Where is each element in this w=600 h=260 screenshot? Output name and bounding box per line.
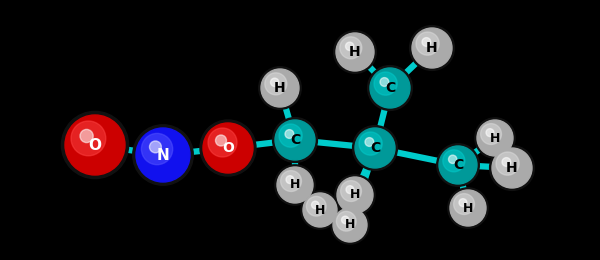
Circle shape [502, 158, 511, 166]
Circle shape [475, 118, 515, 158]
Circle shape [281, 171, 301, 191]
Circle shape [136, 128, 190, 182]
Text: H: H [274, 81, 286, 95]
Circle shape [307, 196, 326, 216]
Circle shape [336, 33, 374, 71]
Circle shape [272, 118, 317, 162]
Circle shape [337, 211, 356, 231]
Circle shape [368, 66, 412, 110]
Circle shape [370, 68, 410, 108]
Text: H: H [349, 45, 361, 59]
Circle shape [80, 129, 93, 142]
Circle shape [450, 190, 486, 226]
Circle shape [303, 193, 337, 227]
Circle shape [346, 42, 354, 50]
Circle shape [311, 201, 319, 209]
Circle shape [337, 177, 373, 213]
Circle shape [61, 111, 128, 179]
Circle shape [285, 129, 294, 138]
Circle shape [331, 206, 369, 244]
Text: O: O [89, 138, 101, 153]
Circle shape [341, 216, 349, 224]
Circle shape [265, 73, 287, 95]
Circle shape [208, 128, 237, 157]
Circle shape [279, 124, 302, 147]
Text: N: N [157, 147, 169, 162]
Circle shape [286, 176, 294, 184]
Circle shape [380, 77, 389, 86]
Text: C: C [453, 158, 463, 172]
Text: H: H [463, 202, 473, 214]
Circle shape [443, 150, 465, 172]
Text: H: H [345, 218, 355, 231]
Circle shape [490, 146, 535, 190]
Circle shape [416, 32, 439, 55]
Circle shape [142, 133, 173, 165]
Circle shape [340, 37, 362, 59]
Circle shape [422, 38, 431, 46]
Circle shape [261, 69, 299, 107]
Circle shape [481, 124, 502, 145]
Circle shape [333, 208, 367, 242]
Text: C: C [290, 133, 300, 147]
Text: H: H [315, 204, 325, 217]
Circle shape [486, 129, 494, 136]
Circle shape [149, 141, 161, 153]
Circle shape [215, 135, 227, 146]
Circle shape [271, 78, 279, 87]
Circle shape [353, 126, 397, 170]
Circle shape [355, 128, 395, 168]
Circle shape [203, 123, 253, 173]
Text: H: H [490, 132, 500, 145]
Circle shape [346, 186, 354, 193]
Circle shape [334, 31, 376, 73]
Circle shape [459, 199, 467, 206]
Circle shape [71, 121, 106, 156]
Circle shape [275, 165, 315, 205]
Text: C: C [370, 141, 380, 155]
Circle shape [477, 120, 513, 156]
Circle shape [341, 181, 361, 202]
Text: C: C [385, 81, 395, 95]
Circle shape [437, 144, 479, 186]
Text: H: H [506, 161, 518, 175]
Circle shape [410, 25, 454, 70]
Circle shape [65, 115, 125, 175]
Text: O: O [222, 141, 234, 155]
Circle shape [448, 188, 488, 228]
Text: H: H [290, 179, 300, 192]
Circle shape [449, 155, 457, 164]
Circle shape [365, 138, 374, 146]
Circle shape [454, 194, 475, 214]
Circle shape [412, 28, 452, 68]
Text: H: H [426, 41, 438, 55]
Circle shape [335, 175, 375, 215]
Circle shape [374, 72, 397, 95]
Circle shape [133, 125, 193, 185]
Circle shape [277, 167, 313, 203]
Circle shape [492, 148, 532, 188]
Circle shape [200, 120, 256, 176]
Circle shape [439, 146, 477, 184]
Circle shape [275, 120, 315, 160]
Circle shape [259, 67, 301, 109]
Text: H: H [350, 188, 360, 202]
Circle shape [496, 152, 519, 175]
Circle shape [301, 191, 339, 229]
Circle shape [359, 132, 382, 155]
